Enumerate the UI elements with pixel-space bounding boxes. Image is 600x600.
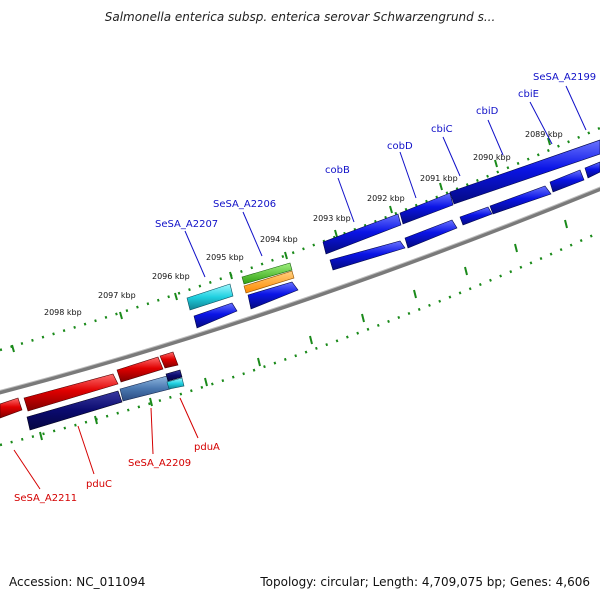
tick-label-2097: 2097 kbp [98,291,136,300]
gene-feature-a2209-red[interactable] [116,356,164,383]
forward-cog-track [186,161,600,329]
outer-major-ticks [11,137,551,353]
reverse-cds-track [0,351,179,419]
gene-label-sesa-a2199[interactable]: SeSA_A2199 [533,72,596,83]
gene-feature-cbie-lower[interactable] [549,169,585,193]
tick-label-2091: 2091 kbp [420,174,458,183]
inner-major-ticks [39,219,568,441]
gene-label-sesa-a2211[interactable]: SeSA_A2211 [14,493,77,504]
forward-label-leaders [184,85,587,278]
gene-label-cobb[interactable]: cobB [325,165,350,176]
gene-feature-a2206-green[interactable] [241,262,293,285]
gene-feature-cbi-upper[interactable] [449,139,600,205]
reverse-cog-track [26,369,185,431]
gene-feature-a2207-cyan[interactable] [186,283,234,311]
gene-feature-cobd-lower[interactable] [404,219,458,249]
gene-label-cbie[interactable]: cbiE [518,89,539,100]
gene-label-pduc[interactable]: pduC [86,479,112,490]
tick-label-2095: 2095 kbp [206,253,244,262]
gene-feature-pduc-red[interactable] [23,373,119,412]
gene-feature-cobd-upper[interactable] [399,192,454,225]
gene-feature-pdua-navy[interactable] [165,369,183,382]
accession-text: Accession: NC_011094 [9,575,146,589]
gene-feature-a2206-orange[interactable] [243,270,295,294]
gene-feature-a2206-lower[interactable] [247,281,299,310]
gene-label-sesa-a2209[interactable]: SeSA_A2209 [128,458,191,469]
inner-tick-ring [0,230,600,447]
gene-feature-pduc-navy[interactable] [26,390,123,431]
reverse-label-leaders [13,397,199,490]
genome-backbone [0,186,600,395]
gene-feature-a2207-lower[interactable] [193,302,238,329]
tick-label-2096: 2096 kbp [152,272,190,281]
gene-label-cbic[interactable]: cbiC [431,124,453,135]
forward-cds-track [322,139,600,255]
tick-label-2093: 2093 kbp [313,214,351,223]
gene-feature-cbic-lower[interactable] [459,206,493,226]
tick-label-2092: 2092 kbp [367,194,405,203]
gene-feature-cbid-lower[interactable] [489,185,552,215]
tick-label-2094: 2094 kbp [260,235,298,244]
gene-feature-a2199-lower[interactable] [584,161,600,179]
gene-feature-cobb-lower[interactable] [329,240,406,271]
gene-label-sesa-a2206[interactable]: SeSA_A2206 [213,199,276,210]
gene-label-pdua[interactable]: pduA [194,442,220,453]
gene-label-cbid[interactable]: cbiD [476,106,499,117]
gene-feature-cobb-upper[interactable] [322,213,402,255]
gene-feature-pdua-cyan[interactable] [166,377,185,390]
tick-label-2089: 2089 kbp [525,130,563,139]
genome-backbone-highlight [0,186,600,391]
gene-feature-a2211-red[interactable] [0,397,23,419]
genome-title: Salmonella enterica subsp. enterica sero… [104,10,496,24]
tick-label-2090: 2090 kbp [473,153,511,162]
gene-label-sesa-a2207[interactable]: SeSA_A2207 [155,219,218,230]
topology-text: Topology: circular; Length: 4,709,075 bp… [260,575,590,589]
gene-label-cobd[interactable]: cobD [387,141,413,152]
gene-feature-pdua-red[interactable] [159,351,179,369]
tick-label-2098: 2098 kbp [44,308,82,317]
